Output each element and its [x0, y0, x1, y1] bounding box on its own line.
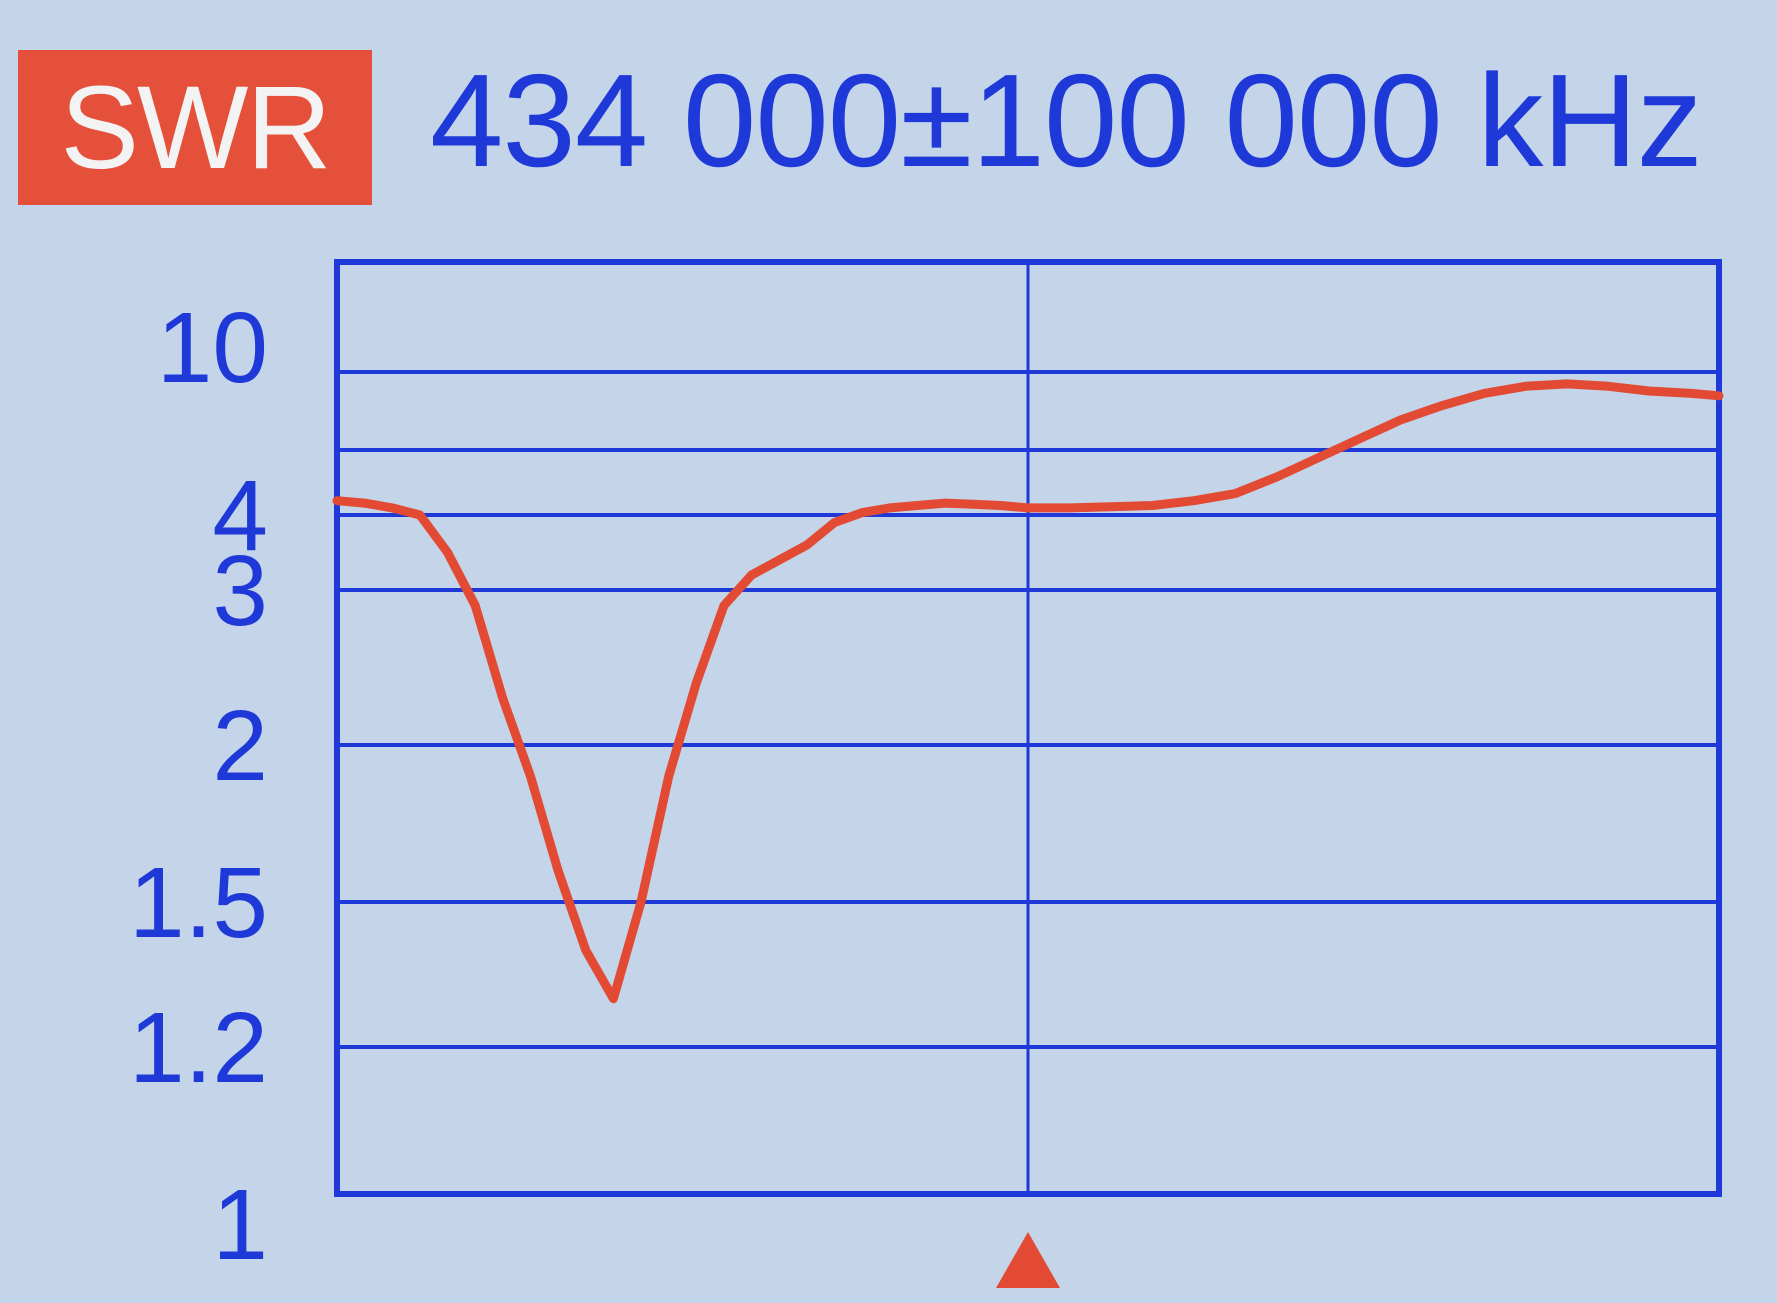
swr-trace [332, 379, 1724, 1004]
y-tick-label: 1.5 [129, 847, 268, 959]
mode-badge[interactable]: SWR [18, 50, 372, 205]
y-tick-label: 2 [212, 690, 268, 802]
center-frequency-marker [996, 1232, 1060, 1288]
mode-label: SWR [60, 61, 331, 194]
y-tick-labels: 10 43 2 1.5 1.2 1 [129, 292, 268, 1281]
y-tick-label: 10 [157, 292, 268, 404]
y-tick-label: 1.2 [129, 992, 268, 1104]
y-tick-label: 1 [212, 1169, 268, 1281]
y-tick-label: 3 [212, 535, 268, 647]
y-tick-label: 4 [212, 460, 268, 572]
gridlines [337, 262, 1719, 1194]
frequency-range-label: 434 000±100 000 kHz [430, 47, 1703, 194]
